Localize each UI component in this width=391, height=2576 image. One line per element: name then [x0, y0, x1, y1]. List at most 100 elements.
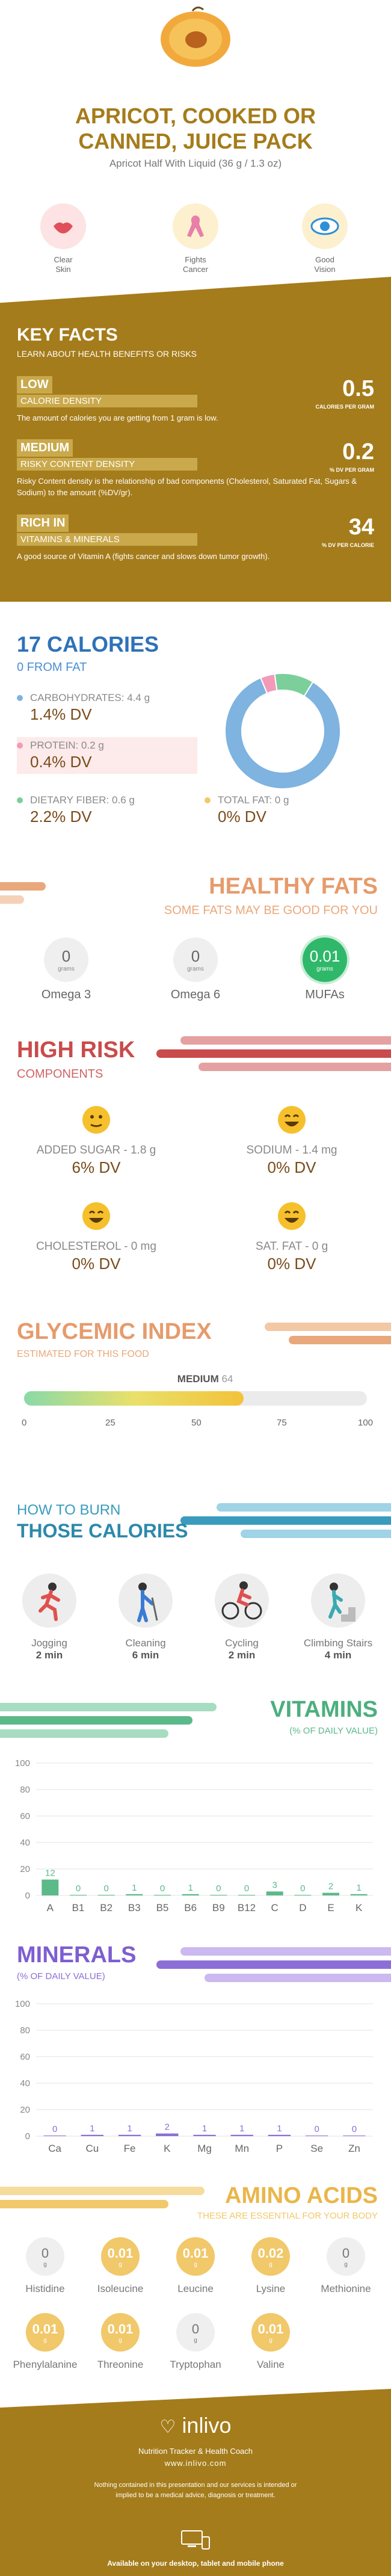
minerals-title: MINERALS — [17, 1942, 137, 1968]
fat-label: Omega 3 — [41, 988, 91, 1001]
x-tick-label: Cu — [85, 2143, 99, 2154]
bar-cu — [81, 2134, 103, 2136]
brand-logo[interactable]: ♡ inlivo — [0, 2413, 391, 2438]
x-tick-label: Mn — [235, 2143, 249, 2154]
donut-slice-dietary-fiber — [274, 673, 314, 697]
amino-name: Histidine — [25, 2283, 65, 2294]
fat-value: 0.01 — [309, 947, 340, 965]
amino-subtitle: THESE ARE ESSENTIAL FOR YOUR BODY — [197, 2211, 378, 2221]
risk-label: CHOLESTEROL - 0 mg — [36, 1240, 156, 1253]
decor-stripe — [0, 895, 24, 904]
fat-label: Omega 6 — [170, 988, 221, 1001]
fact-vitamins-minerals: RICH IN VITAMINS & MINERALS A good sourc… — [17, 514, 374, 562]
decor-stripe — [180, 1947, 391, 1956]
bar-value-label: 0 — [160, 1883, 165, 1894]
decor-stripe — [156, 1049, 391, 1058]
nutrient-protein: PROTEIN: 0.2 g 0.4% DV — [17, 737, 197, 774]
x-tick-label: A — [47, 1902, 54, 1913]
amino-histidine: 0 g Histidine — [6, 2237, 84, 2295]
activity-time: 4 min — [324, 1649, 352, 1661]
x-tick-label: Fe — [124, 2143, 136, 2154]
activity-name: Cycling — [225, 1637, 259, 1649]
burn-title-top: HOW TO BURN — [17, 1502, 121, 1518]
x-tick-label: Mg — [197, 2143, 212, 2154]
amino-unit: g — [269, 2261, 272, 2268]
risk-label: ADDED SUGAR - 1.8 g — [36, 1144, 156, 1157]
risk-cholesterol: CHOLESTEROL - 0 mg 0% DV — [18, 1201, 174, 1273]
amino-tryptophan: 0 g Tryptophan — [156, 2313, 235, 2371]
amino-name: Leucine — [177, 2283, 214, 2294]
decor-stripe — [0, 2200, 168, 2208]
y-tick-label: 0 — [25, 1891, 30, 1901]
bar-value-label: 0 — [103, 1883, 108, 1894]
happy-face-icon — [278, 1202, 306, 1230]
healthy-fats-subtitle: SOME FATS MAY BE GOOD FOR YOU — [164, 904, 378, 917]
page-title: APRICOT, COOKED OR CANNED, JUICE PACK — [75, 103, 316, 153]
fact-value: 0.5 — [342, 376, 374, 401]
eye-icon — [302, 203, 348, 249]
benefit-label: Clear — [54, 255, 73, 264]
amino-unit: g — [269, 2337, 272, 2344]
decor-stripe — [180, 1036, 391, 1045]
activity-jogging: Jogging 2 min — [7, 1574, 91, 1661]
happy-face-icon — [82, 1202, 110, 1230]
amino-value: 0.01 — [257, 2321, 284, 2337]
y-tick-label: 80 — [20, 1785, 30, 1795]
x-tick-label: B9 — [212, 1902, 225, 1913]
calories-donut-chart — [224, 673, 341, 789]
high-risk-subtitle: COMPONENTS — [17, 1067, 103, 1081]
x-tick-label: B1 — [72, 1902, 85, 1913]
amino-value: 0.02 — [257, 2246, 284, 2261]
amino-threonine: 0.01 g Threonine — [81, 2313, 159, 2371]
vitamins-title: VITAMINS — [270, 1697, 378, 1722]
glycemic-tick: 75 — [277, 1418, 287, 1428]
fat-unit: grams — [187, 966, 204, 972]
amino-methionine: 0 g Methionine — [307, 2237, 385, 2295]
minerals-subtitle: (% OF DAILY VALUE) — [17, 1971, 105, 1981]
activity-name: Cleaning — [125, 1637, 166, 1649]
bar-c — [266, 1891, 283, 1895]
amino-unit: g — [43, 2337, 47, 2344]
bar-value-label: 0 — [352, 2124, 357, 2134]
fact-description: The amount of calories you are getting f… — [17, 413, 218, 422]
activity-climbing-stairs: Climbing Stairs 4 min — [296, 1574, 380, 1661]
footer-website-link[interactable]: www.inlivo.com — [164, 2459, 227, 2468]
bar-value-label: 0 — [314, 2124, 319, 2134]
y-tick-label: 80 — [20, 2025, 30, 2036]
fat-unit: grams — [58, 966, 75, 972]
glycemic-title: GLYCEMIC INDEX — [17, 1319, 212, 1344]
glycemic-tick: 100 — [358, 1418, 374, 1428]
glycemic-tick: 0 — [22, 1418, 27, 1428]
bar-k — [156, 2133, 179, 2136]
amino-name: Phenylalanine — [13, 2359, 78, 2370]
cancer-ribbon-icon — [173, 203, 218, 249]
fact-badge: RICH IN — [17, 514, 69, 532]
key-facts-subtitle: LEARN ABOUT HEALTH BENEFITS OR RISKS — [17, 349, 197, 359]
bar-value-label: 1 — [132, 1883, 137, 1893]
legend-dot — [17, 797, 23, 803]
y-tick-label: 60 — [20, 1811, 30, 1821]
bar-value-label: 1 — [277, 2124, 282, 2134]
glycemic-tick: 50 — [191, 1418, 202, 1428]
vitamins-bar-chart: 02040608010012A0B10B21B30B51B60B90B123C0… — [15, 1758, 373, 1913]
nutrient-dv: 0% DV — [218, 808, 266, 826]
bar-value-label: 1 — [356, 1883, 361, 1893]
fact-calorie-density: LOW CALORIE DENSITY The amount of calori… — [17, 376, 374, 424]
bar-value-label: 3 — [272, 1880, 277, 1890]
serving-size: Apricot Half With Liquid (36 g / 1.3 oz) — [109, 158, 282, 169]
nutrient-dv: 1.4% DV — [30, 705, 92, 723]
fact-description: A good source of Vitamin A (fights cance… — [17, 552, 270, 561]
legend-dot — [205, 797, 211, 803]
fact-label: VITAMINS & MINERALS — [17, 533, 197, 546]
activity-time: 6 min — [132, 1649, 159, 1661]
nutrient-carbohydrates: CARBOHYDRATES: 4.4 g 1.4% DV — [17, 692, 150, 724]
nutrient-label: DIETARY FIBER: 0.6 g — [30, 794, 135, 806]
bar-value-label: 1 — [127, 2124, 132, 2134]
bar-value-label: 0 — [76, 1883, 81, 1894]
risk-dv: 0% DV — [72, 1255, 121, 1273]
fact-label: RISKY CONTENT DENSITY — [17, 458, 197, 471]
fat-unit: grams — [316, 966, 333, 972]
bar-value-label: 1 — [188, 1883, 192, 1893]
bar-p — [268, 2134, 291, 2136]
amino-unit: g — [119, 2337, 122, 2344]
